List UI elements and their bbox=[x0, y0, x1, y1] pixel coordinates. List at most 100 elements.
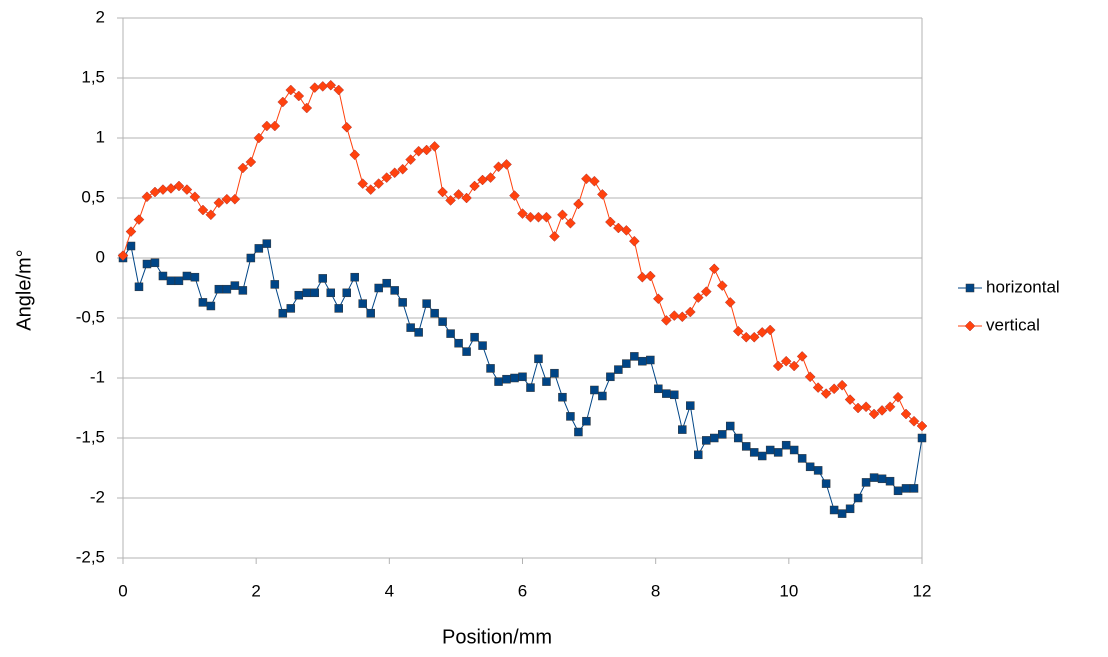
data-point bbox=[749, 448, 759, 457]
x-tick-label: 2 bbox=[251, 581, 260, 600]
data-point bbox=[293, 90, 305, 102]
data-point bbox=[125, 226, 137, 237]
data-point bbox=[238, 286, 248, 295]
data-point bbox=[190, 272, 200, 282]
data-point bbox=[517, 208, 528, 219]
data-point bbox=[197, 204, 209, 216]
data-point bbox=[398, 298, 407, 307]
data-point bbox=[796, 351, 808, 362]
data-point bbox=[829, 505, 839, 515]
data-point bbox=[261, 120, 273, 132]
data-point bbox=[868, 408, 880, 420]
data-point bbox=[636, 271, 648, 283]
data-point bbox=[668, 310, 680, 321]
data-point bbox=[613, 222, 624, 234]
data-point bbox=[142, 259, 152, 269]
y-tick-label: 0 bbox=[96, 247, 105, 266]
data-point bbox=[686, 401, 695, 410]
data-point bbox=[333, 84, 345, 96]
legend-marker bbox=[965, 283, 975, 293]
data-point bbox=[469, 180, 480, 192]
data-point bbox=[549, 231, 560, 242]
data-point bbox=[638, 356, 647, 366]
data-point bbox=[916, 420, 928, 432]
data-point bbox=[621, 225, 632, 236]
data-point bbox=[421, 144, 432, 156]
x-tick-label: 4 bbox=[385, 581, 394, 600]
data-point bbox=[813, 466, 823, 475]
data-point bbox=[510, 373, 519, 383]
data-point bbox=[502, 374, 511, 384]
data-point bbox=[270, 280, 280, 289]
data-point bbox=[309, 82, 321, 93]
data-point bbox=[462, 347, 471, 356]
data-point bbox=[812, 382, 824, 393]
data-point bbox=[676, 311, 688, 323]
data-point bbox=[629, 235, 640, 247]
data-point bbox=[150, 258, 160, 268]
data-point bbox=[684, 306, 696, 318]
data-point bbox=[134, 282, 144, 292]
data-point bbox=[702, 436, 711, 445]
data-point bbox=[157, 184, 169, 195]
data-point bbox=[453, 189, 464, 200]
data-point bbox=[229, 193, 241, 205]
data-point bbox=[278, 308, 288, 318]
data-point bbox=[853, 493, 863, 503]
data-point bbox=[381, 172, 393, 183]
data-point bbox=[716, 280, 728, 291]
legend-label: horizontal bbox=[986, 277, 1060, 296]
data-point bbox=[908, 415, 920, 427]
data-point bbox=[678, 425, 687, 434]
data-point bbox=[301, 102, 313, 114]
data-point bbox=[724, 297, 736, 308]
data-point bbox=[494, 377, 503, 386]
data-point bbox=[214, 284, 224, 294]
data-point bbox=[652, 293, 664, 305]
data-point bbox=[349, 149, 361, 161]
data-point bbox=[254, 244, 264, 253]
data-point bbox=[374, 283, 383, 293]
data-point bbox=[373, 178, 385, 189]
data-point bbox=[589, 175, 600, 187]
data-point bbox=[901, 484, 911, 493]
data-point bbox=[710, 433, 719, 443]
data-point bbox=[692, 292, 704, 303]
data-point bbox=[189, 191, 201, 203]
legend-marker bbox=[964, 320, 976, 332]
data-point bbox=[341, 121, 353, 133]
data-point bbox=[445, 195, 456, 206]
y-tick-label: 1 bbox=[96, 127, 105, 146]
data-point bbox=[365, 184, 377, 195]
data-point bbox=[820, 388, 832, 399]
data-point bbox=[733, 433, 743, 443]
data-point bbox=[382, 278, 391, 288]
data-point bbox=[797, 454, 807, 463]
data-point bbox=[597, 189, 608, 200]
data-point bbox=[429, 141, 440, 152]
data-point bbox=[541, 211, 552, 223]
data-point bbox=[317, 81, 329, 92]
y-tick-label: -2,5 bbox=[76, 547, 105, 566]
data-point bbox=[804, 371, 816, 383]
data-point bbox=[141, 191, 153, 203]
x-tick-label: 10 bbox=[779, 581, 798, 600]
y-tick-label: -2 bbox=[90, 487, 105, 506]
data-point bbox=[205, 209, 217, 221]
data-point bbox=[501, 159, 512, 170]
data-point bbox=[485, 172, 496, 183]
data-point bbox=[622, 359, 631, 368]
data-point bbox=[558, 392, 567, 402]
data-point bbox=[253, 132, 265, 144]
x-tick-label: 8 bbox=[651, 581, 660, 600]
data-point bbox=[493, 161, 504, 173]
data-point bbox=[757, 451, 767, 461]
data-point bbox=[765, 445, 775, 455]
data-point bbox=[173, 180, 185, 192]
data-point bbox=[166, 276, 176, 286]
data-point bbox=[477, 174, 488, 186]
data-point bbox=[526, 383, 535, 392]
data-point bbox=[302, 288, 312, 298]
data-point bbox=[222, 284, 232, 294]
